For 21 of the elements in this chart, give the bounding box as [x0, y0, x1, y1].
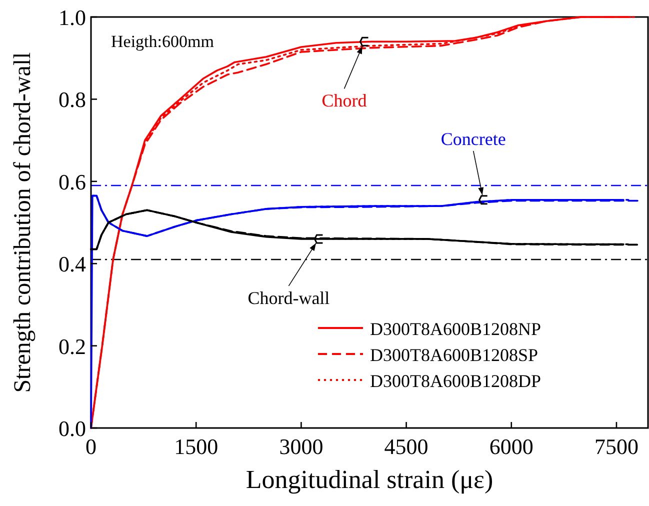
y-tick-label: 1.0 [58, 5, 86, 30]
annotation: Concrete [440, 128, 506, 149]
legend-label: D300T8A600B1208DP [370, 371, 542, 391]
x-tick-label: 6000 [489, 434, 534, 459]
annotation: Chord [322, 90, 367, 111]
annotation: Heigth:600mm [111, 32, 214, 51]
x-tick-label: 4500 [384, 434, 428, 459]
y-tick-label: 0.2 [58, 334, 86, 359]
x-tick-label: 7500 [594, 434, 638, 459]
x-tick-label: 1500 [174, 434, 218, 459]
y-tick-label: 0.4 [58, 252, 86, 277]
y-axis-title: Strength contribution of chord-wall [10, 52, 36, 393]
x-tick-label: 3000 [279, 434, 324, 459]
legend-label: D300T8A600B1208NP [370, 319, 542, 339]
legend-label: D300T8A600B1208SP [370, 345, 538, 365]
x-tick-label: 0 [86, 434, 96, 459]
annotation: Chord-wall [248, 288, 330, 308]
y-tick-label: 0.0 [58, 416, 86, 441]
x-axis-title: Longitudinal strain (με) [246, 465, 494, 494]
y-tick-label: 0.6 [58, 169, 86, 194]
y-tick-label: 0.8 [58, 87, 86, 112]
